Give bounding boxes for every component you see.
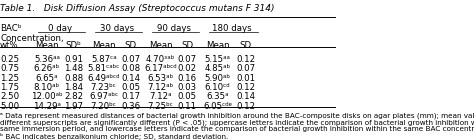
Text: 5.87ᶜᵃ: 5.87ᶜᵃ [91, 55, 117, 64]
Text: 6.10ᶜᵈ: 6.10ᶜᵈ [205, 83, 230, 92]
Text: 5.15ᵃᵃ: 5.15ᵃᵃ [205, 55, 230, 64]
Text: 0.11: 0.11 [178, 102, 197, 111]
Text: 0 day: 0 day [48, 24, 73, 33]
Text: 6.49ᵃᵇᶜᵈ: 6.49ᵃᵇᶜᵈ [88, 74, 120, 83]
Text: 5.36ᵃᵃ: 5.36ᵃᵃ [34, 55, 60, 64]
Text: 1.75: 1.75 [0, 83, 19, 92]
Text: 6.53ᵃᵇ: 6.53ᵃᵇ [147, 74, 173, 83]
Text: 0.03: 0.03 [178, 83, 197, 92]
Text: 0.02: 0.02 [178, 64, 197, 73]
Text: 6.65ᵃ: 6.65ᵃ [36, 74, 58, 83]
Text: 0.07: 0.07 [237, 64, 255, 73]
Text: 5.90ᵃᵇ: 5.90ᵃᵇ [204, 74, 230, 83]
Text: ᵇ BAC indicates benzalkonium chloride; SD, standard deviation.: ᵇ BAC indicates benzalkonium chloride; S… [0, 133, 228, 140]
Text: 180 days: 180 days [212, 24, 252, 33]
Text: 2.82: 2.82 [64, 92, 83, 102]
Text: 8.10ᵃᵇ: 8.10ᵃᵇ [34, 83, 60, 92]
Text: 14.29ᵃ: 14.29ᵃ [33, 102, 61, 111]
Text: 5.00: 5.00 [0, 102, 19, 111]
Text: same immersion period, and lowercase letters indicate the comparison of bacteria: same immersion period, and lowercase let… [0, 126, 474, 132]
Text: 0.36: 0.36 [121, 102, 140, 111]
Text: 4.70ᶟᵃᵇ: 4.70ᶟᵃᵇ [146, 55, 175, 64]
Text: 12.00ᵃᵇ: 12.00ᵃᵇ [31, 92, 63, 102]
Text: 30 days: 30 days [100, 24, 134, 33]
Text: 7.12ᵃ: 7.12ᵃ [149, 92, 172, 102]
Text: 0.12: 0.12 [237, 55, 255, 64]
Text: 6.17ᵃᵇᶜᵈ: 6.17ᵃᵇᶜᵈ [144, 64, 177, 73]
Text: BACᵇ: BACᵇ [0, 24, 21, 33]
Text: 0.07: 0.07 [121, 55, 140, 64]
Text: 7.20ᵇᶜ: 7.20ᵇᶜ [91, 102, 117, 111]
Text: 7.12ᵃᵇ: 7.12ᵃᵇ [147, 83, 173, 92]
Text: Concentration,: Concentration, [0, 34, 64, 43]
Text: 0.14: 0.14 [237, 92, 255, 102]
Text: 0.01: 0.01 [237, 74, 255, 83]
Text: 0.25: 0.25 [0, 55, 19, 64]
Text: 0.07: 0.07 [178, 55, 197, 64]
Text: 0.05: 0.05 [178, 92, 197, 102]
Text: 7.23ᵇᶜ: 7.23ᵇᶜ [91, 83, 117, 92]
Text: SDᵇ: SDᵇ [66, 41, 82, 50]
Text: SD: SD [182, 41, 193, 50]
Text: 1.48: 1.48 [64, 64, 83, 73]
Text: 90 days: 90 days [157, 24, 191, 33]
Text: ᵃ Data represent measured distances of bacterial growth inhibition around the BA: ᵃ Data represent measured distances of b… [0, 113, 474, 119]
Text: 1.25: 1.25 [0, 74, 19, 83]
Text: Mean: Mean [35, 41, 59, 50]
Text: 7.25ᵇᶜ: 7.25ᵇᶜ [148, 102, 173, 111]
Text: 1.97: 1.97 [64, 102, 83, 111]
Text: 4.85ᵃᵇ: 4.85ᵃᵇ [204, 64, 230, 73]
Text: 6.35ᵃ: 6.35ᵃ [206, 92, 229, 102]
Text: wt%: wt% [0, 41, 18, 50]
Text: SD: SD [240, 41, 252, 50]
Text: SD: SD [125, 41, 137, 50]
Text: 0.16: 0.16 [178, 74, 197, 83]
Text: Mean: Mean [206, 41, 229, 50]
Text: 0.08: 0.08 [121, 64, 140, 73]
Text: 6.05ᶜᵈᵉ: 6.05ᶜᵈᵉ [203, 102, 232, 111]
Text: Table 1.   Disk Diffusion Assay (Streptococcus mutans F 314): Table 1. Disk Diffusion Assay (Streptoco… [0, 4, 274, 13]
Text: 5.81ᶜᵃᵇᶜ: 5.81ᶜᵃᵇᶜ [88, 64, 120, 73]
Text: 0.17: 0.17 [121, 92, 140, 102]
Text: different superscripts are significantly different (P < .05); uppercase letters : different superscripts are significantly… [0, 119, 474, 126]
Text: 1.84: 1.84 [64, 83, 83, 92]
Text: 0.88: 0.88 [64, 74, 83, 83]
Text: 6.97ᵃᵇᶜ: 6.97ᵃᵇᶜ [89, 92, 118, 102]
Text: 0.75: 0.75 [0, 64, 19, 73]
Text: Mean: Mean [149, 41, 173, 50]
Text: 0.12: 0.12 [237, 83, 255, 92]
Text: 0.12: 0.12 [237, 102, 255, 111]
Text: Mean: Mean [92, 41, 116, 50]
Text: 0.14: 0.14 [121, 74, 140, 83]
Text: 0.05: 0.05 [121, 83, 140, 92]
Text: 0.91: 0.91 [64, 55, 83, 64]
Text: 6.26ᵃᵇ: 6.26ᵃᵇ [34, 64, 60, 73]
Text: 2.50: 2.50 [0, 92, 19, 102]
